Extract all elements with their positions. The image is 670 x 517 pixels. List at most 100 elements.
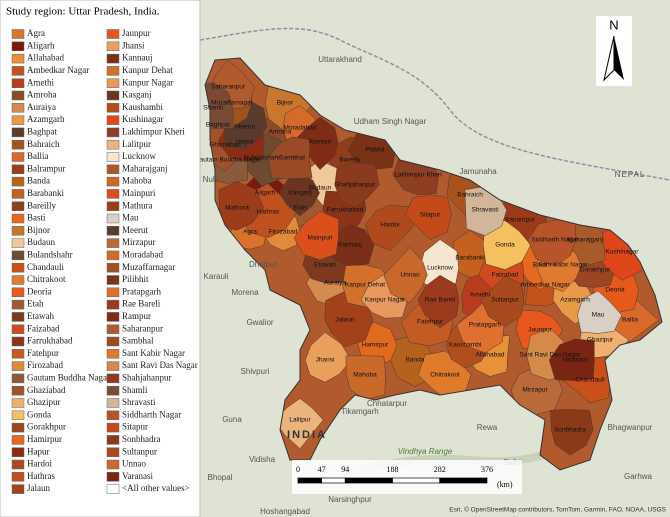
- legend-label: Sambhal: [122, 336, 154, 346]
- legend-swatch: [11, 127, 25, 138]
- legend-label: Gonda: [27, 409, 51, 419]
- district-label: Mathura: [225, 205, 249, 212]
- legend-swatch: [106, 385, 120, 396]
- legend-title: Study region: Uttar Pradesh, India.: [6, 6, 160, 18]
- legend-label: Ambedkar Nagar: [27, 65, 89, 75]
- legend-swatch: [11, 53, 25, 64]
- legend-label: Meerut: [122, 225, 148, 235]
- legend-swatch: [11, 472, 25, 482]
- district-label: Kaushambi: [449, 342, 482, 349]
- district-label: Allahabad: [476, 352, 505, 359]
- legend-swatch: [106, 472, 120, 482]
- district-label: Deoria: [605, 287, 625, 294]
- district-label: Ghazipur: [587, 337, 614, 344]
- legend-swatch: [11, 336, 25, 347]
- legend-label: Etah: [27, 299, 44, 309]
- legend-swatch: [11, 103, 25, 113]
- district: [417, 275, 460, 329]
- scale-segment: [439, 477, 488, 484]
- legend-label: Rae Bareli: [122, 299, 161, 309]
- legend-swatch: [106, 66, 120, 76]
- legend-label: Sultanpur: [122, 446, 157, 456]
- legend-label: Kannauj: [122, 53, 153, 63]
- district-label: Mahoba: [353, 372, 377, 379]
- legend-label: Shravasti: [122, 397, 156, 407]
- district-label: Jhansi: [316, 357, 335, 364]
- district-label: Mainpuri: [308, 235, 333, 242]
- district-label: Unnao: [400, 272, 420, 279]
- legend-label: Auraiya: [27, 102, 56, 112]
- legend-swatch: [106, 324, 120, 334]
- legend-label: Varanasi: [122, 471, 153, 481]
- legend-swatch: [106, 398, 120, 408]
- legend-swatch: [11, 275, 25, 285]
- legend-label: Mahoba: [122, 176, 152, 186]
- legend-swatch: [106, 250, 120, 261]
- legend-label: Azamgarh: [27, 114, 65, 124]
- legend-swatch: [11, 201, 25, 211]
- place-label: Tikamgarh: [341, 407, 379, 416]
- legend-swatch: [106, 127, 120, 138]
- scale-unit: (km): [497, 480, 513, 489]
- legend-swatch: [106, 164, 120, 175]
- district-label: Baghpat: [206, 122, 230, 129]
- place-label: Uttarakhand: [318, 55, 362, 64]
- legend-label: Lucknow: [122, 151, 156, 161]
- legend-swatch: [106, 349, 120, 359]
- legend-label: Mau: [122, 213, 139, 223]
- legend-swatch: [11, 41, 25, 52]
- scale-tick-label: 0: [296, 465, 300, 474]
- legend-label: Basti: [27, 213, 46, 223]
- legend-swatch: [11, 410, 25, 421]
- legend-label: Kaushambi: [122, 102, 163, 112]
- district-label: Shamli: [203, 105, 223, 112]
- legend-swatch: [106, 435, 120, 445]
- district: [365, 204, 415, 251]
- district-label: Barabanki: [455, 255, 484, 262]
- legend-label: Faizabad: [27, 323, 60, 333]
- legend-swatch: [11, 164, 25, 175]
- district-label: Azamgarh: [560, 297, 590, 304]
- district-label: Firozabad: [269, 229, 298, 236]
- scale-segment: [392, 477, 441, 484]
- legend-label: Gautam Buddha Nagar: [27, 372, 110, 382]
- legend-swatch: [106, 152, 120, 162]
- legend-label: Mainpuri: [122, 188, 156, 198]
- district-label: Moradabad: [284, 125, 317, 132]
- legend-label: Pratapgarh: [122, 286, 161, 296]
- district-label: Mirzapur: [522, 387, 548, 394]
- legend-label: Sonbhadra: [122, 434, 161, 444]
- district-label: Sultanpur: [491, 297, 520, 304]
- districts: [205, 58, 662, 470]
- legend-label: Gorakhpur: [27, 422, 66, 432]
- place-label: Guna: [222, 415, 242, 424]
- legend-label: Sant Kabir Nagar: [122, 348, 185, 358]
- legend-swatch: [11, 373, 25, 384]
- legend-label: Bijnor: [27, 225, 50, 235]
- place-label: Jamunaha: [459, 167, 497, 176]
- district-label: Amroha: [269, 129, 292, 136]
- legend-label: Siddharth Nagar: [122, 409, 181, 419]
- district-label: Amethi: [470, 292, 490, 299]
- legend-label: Hathras: [27, 471, 55, 481]
- legend-swatch: [11, 213, 25, 224]
- legend-swatch: [11, 139, 25, 150]
- legend-label: Barabanki: [27, 188, 64, 198]
- place-label: Narsinghpur: [328, 495, 372, 504]
- district-label: Fatehpur: [417, 319, 444, 326]
- scale-segment: [297, 477, 322, 484]
- legend-label: Budaun: [27, 237, 55, 247]
- legend-label: Jhansi: [122, 40, 145, 50]
- district: [577, 290, 622, 334]
- district-label: Shravasti: [471, 207, 498, 214]
- district-label: Balrampur: [505, 217, 536, 224]
- district-label: Jaunpur: [528, 327, 552, 334]
- legend-panel: [0, 0, 201, 517]
- legend-swatch: [106, 103, 120, 113]
- place-label: Gwalior: [246, 318, 273, 327]
- legend-swatch: [106, 422, 120, 433]
- legend-label: Jalaun: [27, 483, 50, 493]
- place-label: Bhopal: [208, 473, 233, 482]
- district-label: Bijnor: [277, 100, 294, 107]
- legend-swatch: [11, 226, 25, 236]
